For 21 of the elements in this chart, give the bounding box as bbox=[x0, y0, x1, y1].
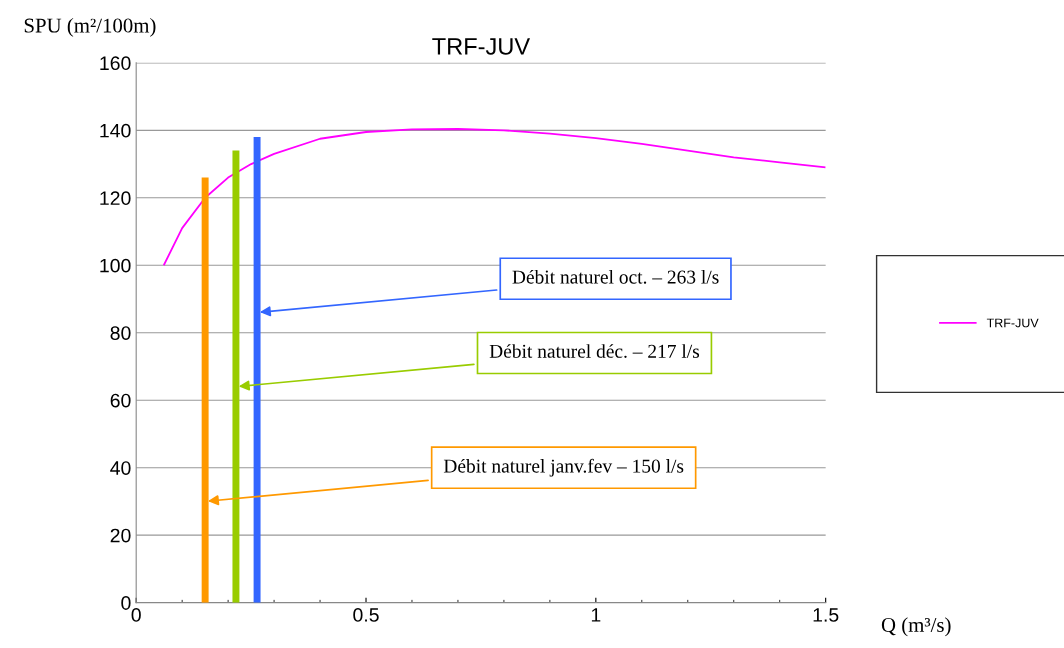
y-tick-label: 80 bbox=[110, 326, 131, 340]
x-tick-label: 0 bbox=[131, 608, 141, 622]
annotation: Débit naturel déc. – 217 l/s bbox=[489, 344, 700, 358]
chart-title: TRF-JUV bbox=[432, 38, 531, 55]
x-tick-label: 1 bbox=[591, 608, 601, 622]
line-series bbox=[162, 128, 826, 267]
legend-label: TRF-JUV bbox=[986, 318, 1039, 328]
y-tick-label: 20 bbox=[110, 528, 131, 543]
y-tick-label: 140 bbox=[100, 123, 131, 138]
x-tick-label: 1.5 bbox=[813, 608, 839, 622]
y-tick-label: 120 bbox=[100, 191, 131, 206]
y-tick-label: 40 bbox=[110, 461, 131, 475]
y-tick-label: 0 bbox=[121, 596, 131, 610]
annotation: Débit naturel janv.fev – 150 l/s bbox=[443, 458, 684, 477]
y-tick-label: 60 bbox=[110, 393, 131, 408]
y-tick-label: 160 bbox=[100, 56, 131, 71]
y-axis-title: SPU (m²/100m) bbox=[24, 17, 156, 37]
x-axis-title: Q (m³/s) bbox=[881, 617, 951, 637]
x-tick-label: 0.5 bbox=[353, 608, 379, 622]
y-tick-label: 100 bbox=[100, 258, 131, 273]
annotation: Débit naturel oct. – 263 l/s bbox=[512, 269, 719, 284]
